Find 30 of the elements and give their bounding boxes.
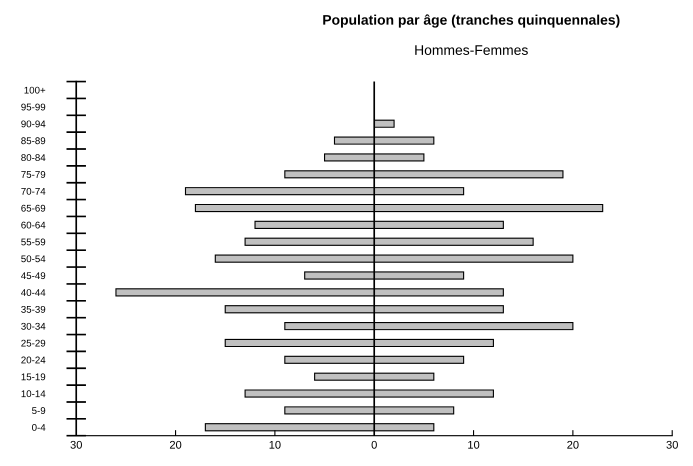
x-tick-label: 30 (70, 440, 82, 449)
x-tick-label: 0 (372, 440, 377, 449)
y-tick-label: 0-4 (32, 424, 46, 431)
y-tick-label: 75-79 (21, 171, 46, 178)
y-tick-label: 100+ (24, 86, 46, 94)
y-tick-label: 20-24 (21, 356, 46, 364)
y-tick-label: 70-74 (21, 188, 46, 195)
x-tick-label: 30 (666, 440, 678, 449)
y-tick-label: 15-19 (22, 373, 46, 380)
chart-subtitle: Hommes-Femmes (415, 45, 528, 55)
x-tick-label: 20 (567, 440, 579, 449)
y-tick-label: 95-99 (21, 104, 46, 110)
y-tick-label: 60-64 (21, 222, 46, 229)
y-tick-label: 50-54 (21, 255, 46, 262)
y-tick-label: 85-89 (21, 137, 46, 144)
y-tick-label: 80-84 (21, 154, 46, 162)
chart-title: Population par âge (tranches quinquennales) (323, 14, 620, 28)
y-tick-label: 10-14 (22, 390, 46, 398)
x-tick-label: 10 (468, 440, 480, 449)
y-tick-label: 90-94 (21, 120, 46, 128)
y-tick-label: 45-49 (21, 272, 46, 280)
x-tick-label: 20 (170, 440, 182, 449)
y-tick-label: 55-59 (21, 238, 46, 246)
y-tick-label: 25-29 (21, 340, 46, 347)
y-tick-label: 5-9 (32, 407, 46, 414)
y-tick-label: 30-34 (21, 322, 46, 330)
y-tick-label: 35-39 (21, 306, 46, 313)
x-tick-label: 10 (270, 440, 281, 449)
y-tick-label: 65-69 (21, 204, 46, 212)
y-tick-label: 40-44 (21, 289, 46, 296)
